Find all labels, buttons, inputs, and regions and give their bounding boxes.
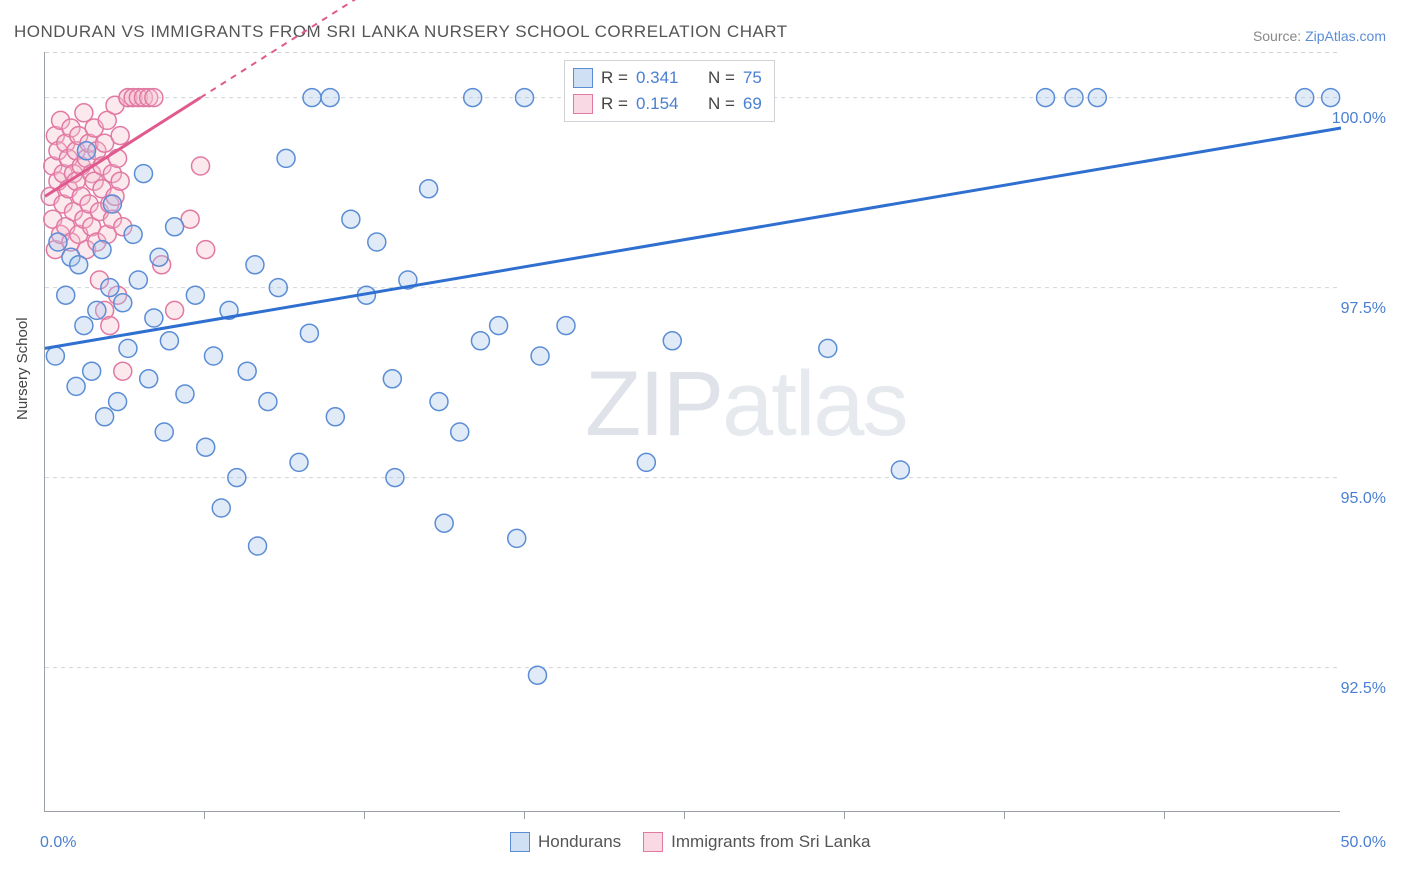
y-tick-label: 92.5% — [1341, 680, 1386, 698]
legend-item-hondurans: Hondurans — [510, 832, 621, 852]
legend-label-srilanka: Immigrants from Sri Lanka — [671, 832, 870, 852]
n-value-hondurans: 75 — [743, 68, 762, 88]
series-legend: Hondurans Immigrants from Sri Lanka — [510, 832, 871, 852]
legend-row-srilanka: R = 0.154 N = 69 — [573, 91, 762, 117]
legend-row-hondurans: R = 0.341 N = 75 — [573, 65, 762, 91]
legend-item-srilanka: Immigrants from Sri Lanka — [643, 832, 870, 852]
r-value-hondurans: 0.341 — [636, 68, 694, 88]
x-tick-minor — [204, 812, 205, 819]
x-tick-max: 50.0% — [1341, 834, 1386, 852]
chart-title: HONDURAN VS IMMIGRANTS FROM SRI LANKA NU… — [14, 22, 788, 42]
swatch-hondurans — [510, 832, 530, 852]
r-label: R = — [601, 68, 628, 88]
x-tick-minor — [1004, 812, 1005, 819]
plot-area: ZIPatlas — [44, 52, 1340, 812]
n-value-srilanka: 69 — [743, 94, 762, 114]
x-tick-minor — [524, 812, 525, 819]
source-label: Source: — [1253, 28, 1301, 44]
x-tick-min: 0.0% — [40, 834, 76, 852]
r-value-srilanka: 0.154 — [636, 94, 694, 114]
x-tick-minor — [1164, 812, 1165, 819]
correlation-legend: R = 0.341 N = 75 R = 0.154 N = 69 — [564, 60, 775, 122]
swatch-srilanka — [643, 832, 663, 852]
y-tick-label: 97.5% — [1341, 300, 1386, 318]
n-label: N = — [708, 68, 735, 88]
x-tick-minor — [684, 812, 685, 819]
swatch-hondurans — [573, 68, 593, 88]
legend-label-hondurans: Hondurans — [538, 832, 621, 852]
r-label: R = — [601, 94, 628, 114]
y-tick-label: 100.0% — [1332, 110, 1386, 128]
x-tick-minor — [844, 812, 845, 819]
x-tick-minor — [364, 812, 365, 819]
n-label: N = — [708, 94, 735, 114]
plot-svg — [45, 52, 1340, 811]
source-link[interactable]: ZipAtlas.com — [1305, 28, 1386, 44]
y-axis-label: Nursery School — [14, 317, 31, 420]
y-tick-label: 95.0% — [1341, 490, 1386, 508]
source-attribution: Source: ZipAtlas.com — [1253, 28, 1386, 44]
swatch-srilanka — [573, 94, 593, 114]
